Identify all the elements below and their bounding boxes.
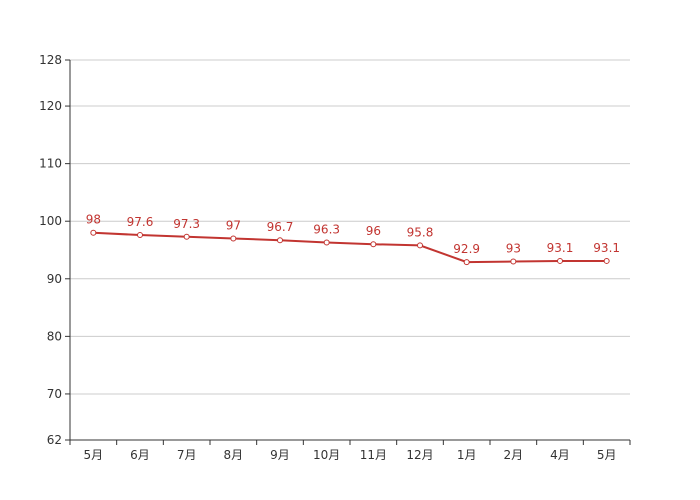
data-label: 93 [506, 242, 521, 256]
x-tick-label: 8月 [224, 448, 244, 462]
data-point [90, 229, 97, 236]
data-label: 92.9 [453, 242, 480, 256]
y-tick-label: 128 [39, 53, 62, 67]
data-label: 93.1 [593, 241, 620, 255]
data-label: 93.1 [547, 241, 574, 255]
y-tick-label: 62 [47, 433, 62, 447]
x-tick-label: 9月 [270, 448, 290, 462]
y-tick-label: 90 [47, 272, 62, 286]
x-tick-label: 5月 [84, 448, 104, 462]
x-tick-label: 5月 [597, 448, 617, 462]
data-label: 97 [226, 218, 241, 232]
x-tick-label: 6月 [130, 448, 150, 462]
y-tick-label: 80 [47, 329, 62, 343]
y-tick-label: 120 [39, 99, 62, 113]
y-tick-label: 110 [39, 157, 62, 171]
data-point [277, 237, 283, 244]
data-label: 96 [366, 224, 381, 238]
series-group: 98 97.6 97.3 97 96.7 96.3 96 95.8 92.9 93 93.1 93.1 [86, 213, 620, 266]
data-label: 97.3 [173, 217, 200, 231]
data-label: 98 [86, 213, 101, 227]
x-tick-label: 7月 [177, 448, 197, 462]
data-label: 97.6 [127, 215, 154, 229]
y-axis: 62 70 80 90 100 110 120 128 [39, 53, 71, 447]
data-point [557, 257, 563, 264]
data-point [137, 232, 143, 239]
x-tick-label: 12月 [406, 448, 433, 462]
data-point [370, 241, 377, 248]
x-tick-label: 1月 [457, 448, 477, 462]
data-point [510, 258, 517, 265]
data-label: 96.3 [313, 223, 340, 237]
data-point [417, 242, 423, 249]
y-tick-label: 70 [47, 387, 62, 401]
series-line [93, 231, 607, 264]
x-tick-label: 2月 [504, 448, 524, 462]
grid-lines [70, 59, 630, 395]
y-tick-label: 100 [39, 214, 62, 228]
data-label: 95.8 [407, 225, 434, 239]
x-tick-label: 10月 [313, 448, 340, 462]
x-tick-label: 11月 [360, 448, 387, 462]
x-axis: 5月 6月 7月 8月 9月 10月 11月 12月 1月 2月 4月 5月 [69, 439, 631, 462]
data-label: 96.7 [267, 220, 294, 234]
data-point [230, 235, 237, 242]
data-point [183, 233, 190, 240]
x-tick-label: 4月 [550, 448, 570, 462]
data-point [323, 239, 330, 246]
data-point [603, 257, 610, 264]
data-point [463, 259, 470, 266]
